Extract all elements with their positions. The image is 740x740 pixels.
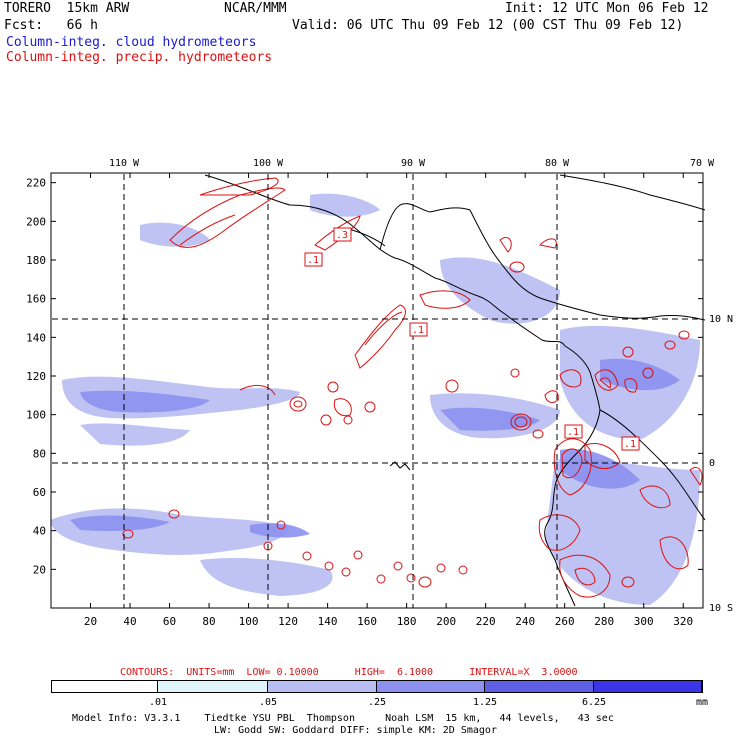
model-info-line2: LW: Godd SW: Goddard DIFF: simple KM: 2D… <box>214 725 497 736</box>
contour-label-2: .3 <box>336 230 348 241</box>
y-tick-label: 40 <box>33 525 46 538</box>
lat-label-10s: 10 S <box>709 603 733 614</box>
x-tick-label: 260 <box>555 615 575 628</box>
x-tick-label: 140 <box>318 615 338 628</box>
lat-label-10n: 10 N <box>709 314 733 325</box>
x-tick-label: 20 <box>84 615 97 628</box>
graticule <box>52 174 702 608</box>
longitude-labels: 110 W 100 W 90 W 80 W 70 W <box>109 158 715 169</box>
legend-label-001: .01 <box>148 697 168 708</box>
center-label: NCAR/MMM <box>224 1 287 16</box>
x-tick-label: 320 <box>673 615 693 628</box>
model-title: TORERO 15km ARW <box>4 1 130 16</box>
cloud-band-south-2 <box>200 558 333 596</box>
x-tick-label: 80 <box>202 615 215 628</box>
legend-units: mm <box>695 697 709 708</box>
x-tick-label: 200 <box>436 615 456 628</box>
border-andes <box>599 409 706 521</box>
x-tick-label: 280 <box>594 615 614 628</box>
lon-label-90w: 90 W <box>401 158 426 169</box>
coast-yucatan <box>379 203 471 251</box>
y-tick-label: 200 <box>26 215 46 228</box>
cloud-hydrometeor-shading-dark <box>70 358 680 538</box>
legend-color-cell <box>594 680 702 693</box>
coast-cuba <box>559 174 706 211</box>
cloud-west-1 <box>80 423 190 446</box>
contour-label-1: .1 <box>307 255 319 266</box>
legend-frame <box>51 680 703 693</box>
lon-label-110w: 110 W <box>109 158 140 169</box>
y-axis-ticks: 220 200 180 160 140 120 100 80 60 40 20 <box>26 177 703 576</box>
cloud-central-america <box>440 257 560 324</box>
contour-label-3: .1 <box>412 325 424 336</box>
init-time: Init: 12 UTC Mon 06 Feb 12 <box>505 1 709 16</box>
y-tick-label: 80 <box>33 447 46 460</box>
coast-mexico <box>204 174 566 347</box>
legend-color-cell <box>51 680 158 693</box>
forecast-hour: Fcst: 66 h <box>4 18 98 33</box>
lon-label-80w: 80 W <box>545 158 570 169</box>
legend-color-cell <box>377 680 485 693</box>
valid-time: Valid: 06 UTC Thu 09 Feb 12 (00 CST Thu … <box>292 18 684 33</box>
x-tick-label: 40 <box>123 615 136 628</box>
x-tick-label: 100 <box>239 615 259 628</box>
precip-hydrometeor-contours <box>122 177 703 598</box>
coast-caribbean <box>469 209 706 321</box>
latitude-labels: 10 N 0 10 S <box>709 314 733 614</box>
field-cloud-label: Column-integ. cloud hydrometeors <box>6 35 257 50</box>
contour-label-5: .1 <box>624 439 636 450</box>
contour-label-4: .1 <box>567 427 579 438</box>
legend-label-125: 1.25 <box>472 697 498 708</box>
y-tick-label: 120 <box>26 370 46 383</box>
legend-color-cell <box>268 680 377 693</box>
x-tick-label: 240 <box>515 615 535 628</box>
y-tick-label: 180 <box>26 254 46 267</box>
y-tick-label: 60 <box>33 486 46 499</box>
y-tick-label: 140 <box>26 331 46 344</box>
lon-label-100w: 100 W <box>253 158 284 169</box>
lon-label-70w: 70 W <box>690 158 715 169</box>
x-tick-label: 60 <box>163 615 176 628</box>
y-tick-label: 20 <box>33 563 46 576</box>
map-frame <box>50 172 704 609</box>
lat-label-0: 0 <box>709 458 715 469</box>
cloud-north-2 <box>310 193 380 217</box>
y-tick-label: 160 <box>26 293 46 306</box>
legend-label-005: .05 <box>258 697 278 708</box>
x-tick-label: 120 <box>278 615 298 628</box>
y-tick-label: 220 <box>26 177 46 190</box>
contour-value-labels: .1 .3 .1 .1 .1 <box>304 227 640 451</box>
x-tick-label: 180 <box>397 615 417 628</box>
field-precip-label: Column-integ. precip. hydrometeors <box>6 50 273 65</box>
legend-label-625: 6.25 <box>581 697 607 708</box>
legend-color-cell <box>158 680 268 693</box>
x-tick-label: 300 <box>634 615 654 628</box>
x-tick-label: 220 <box>476 615 496 628</box>
legend-color-cell <box>485 680 594 693</box>
contour-info: CONTOURS: UNITS=mm LOW= 0.10000 HIGH= 6.… <box>120 667 578 678</box>
legend-label-025: .25 <box>367 697 387 708</box>
y-tick-label: 100 <box>26 409 46 422</box>
x-tick-label: 160 <box>357 615 377 628</box>
model-info-line1: Model Info: V3.3.1 Tiedtke YSU PBL Thomp… <box>72 713 614 724</box>
coast-colombia-pacific <box>564 345 601 451</box>
x-axis-ticks: 20 40 60 80 100 120 140 160 180 200 220 240 260 280 30… <box>84 173 693 628</box>
